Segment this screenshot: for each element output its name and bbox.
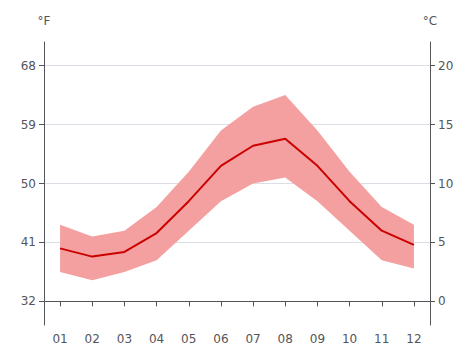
svg-text:68: 68 xyxy=(21,59,36,73)
svg-text:12: 12 xyxy=(406,332,421,346)
svg-text:07: 07 xyxy=(245,332,260,346)
svg-text:04: 04 xyxy=(149,332,164,346)
svg-text:01: 01 xyxy=(52,332,67,346)
svg-text:°C: °C xyxy=(423,14,437,28)
svg-text:32: 32 xyxy=(21,294,36,308)
svg-text:50: 50 xyxy=(21,177,36,191)
svg-text:02: 02 xyxy=(85,332,100,346)
svg-text:11: 11 xyxy=(374,332,389,346)
svg-text:03: 03 xyxy=(117,332,132,346)
svg-text:05: 05 xyxy=(181,332,196,346)
svg-text:08: 08 xyxy=(278,332,293,346)
svg-text:41: 41 xyxy=(21,235,36,249)
svg-text:59: 59 xyxy=(21,118,36,132)
svg-text:06: 06 xyxy=(213,332,228,346)
svg-text:09: 09 xyxy=(310,332,325,346)
svg-text:10: 10 xyxy=(342,332,357,346)
svg-text:20: 20 xyxy=(438,59,453,73)
svg-text:15: 15 xyxy=(438,118,453,132)
svg-text:°F: °F xyxy=(38,14,51,28)
svg-text:0: 0 xyxy=(438,294,446,308)
svg-text:10: 10 xyxy=(438,177,453,191)
svg-text:5: 5 xyxy=(438,235,446,249)
